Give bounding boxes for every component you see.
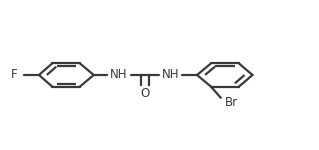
Text: NH: NH bbox=[110, 69, 128, 81]
Text: O: O bbox=[141, 87, 150, 100]
Text: F: F bbox=[11, 69, 17, 81]
Text: Br: Br bbox=[225, 96, 238, 110]
Text: NH: NH bbox=[162, 69, 179, 81]
